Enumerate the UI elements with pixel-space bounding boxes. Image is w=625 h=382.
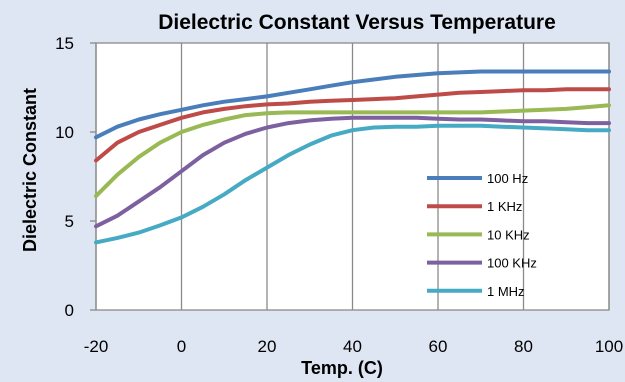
legend-label: 1 MHz <box>487 284 525 299</box>
series-line <box>94 123 611 245</box>
y-tick-label: 10 <box>55 123 74 142</box>
y-tick-label: 5 <box>65 212 74 231</box>
y-axis-title: Dielectric Constant <box>20 88 40 252</box>
legend-label: 1 KHz <box>487 199 522 214</box>
x-tick-label: 40 <box>343 337 362 356</box>
legend-label: 100 KHz <box>487 256 537 271</box>
x-axis-title: Temp. (C) <box>301 358 383 378</box>
chart-title: Dielectric Constant Versus Temperature <box>158 11 556 34</box>
plot-area: -20 0 20 40 60 80 100 0 5 10 15 100 Hz 1 KHz 10 KHz 10… <box>55 34 623 356</box>
y-axis-title-group: Dielectric Constant <box>20 88 40 252</box>
series-line <box>94 103 611 199</box>
x-tick-label: 80 <box>514 337 533 356</box>
y-tick-label: 0 <box>65 301 74 320</box>
legend-label: 10 KHz <box>487 227 530 242</box>
x-tick-label: -20 <box>84 337 109 356</box>
y-tick-label: 15 <box>55 34 74 53</box>
x-tick-label: 100 <box>595 337 623 356</box>
x-tick-label: 60 <box>429 337 448 356</box>
x-tick-label: 20 <box>258 337 277 356</box>
x-tick-label: 0 <box>177 337 186 356</box>
series-line <box>94 87 611 163</box>
series-line <box>94 69 611 140</box>
legend-label: 100 Hz <box>487 171 528 186</box>
series-line <box>94 115 611 229</box>
